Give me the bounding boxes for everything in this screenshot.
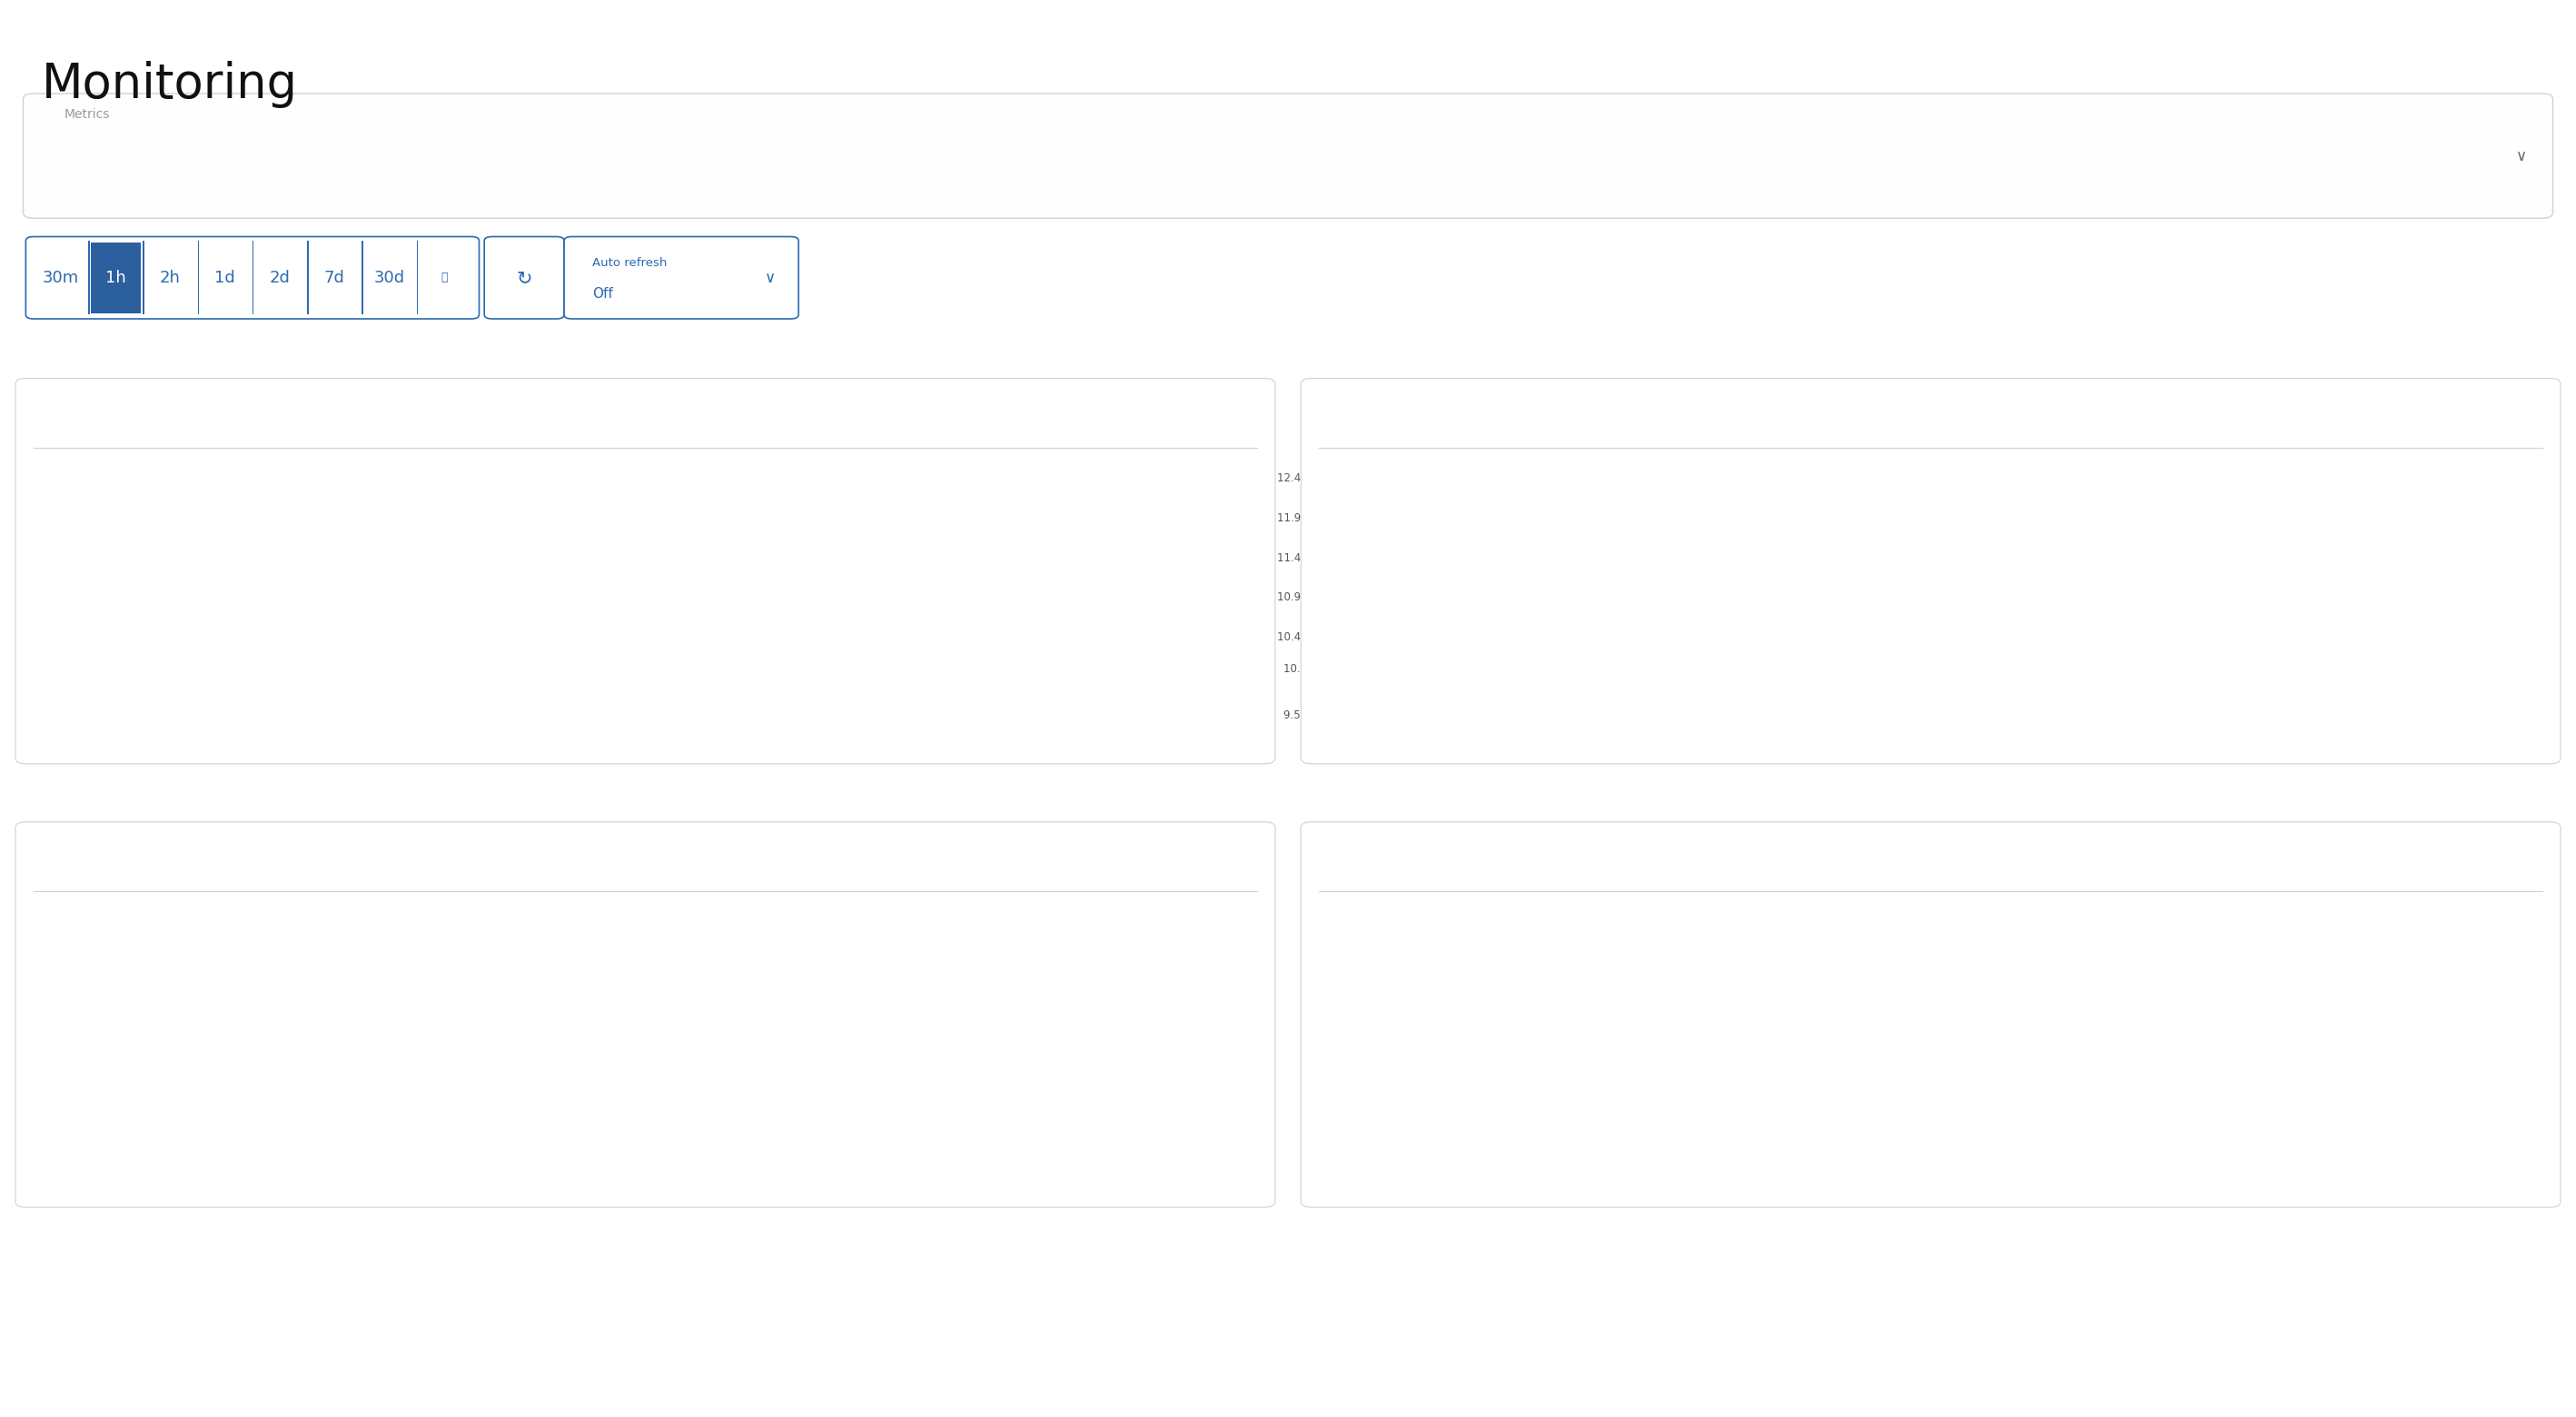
Text: Data: SET Ops per Second: Data: SET Ops per Second <box>1332 853 1571 870</box>
FancyBboxPatch shape <box>824 142 1298 196</box>
Text: Data: SET Ops per Second  ×: Data: SET Ops per Second × <box>1414 162 1610 176</box>
Text: 1h: 1h <box>106 269 126 286</box>
Text: Data: GET Ops per Second: Data: GET Ops per Second <box>46 853 286 870</box>
Text: ✕: ✕ <box>1231 853 1244 870</box>
Text: Data: Read Units  ×: Data: Read Units × <box>1834 162 1965 176</box>
FancyBboxPatch shape <box>1726 142 2074 196</box>
Text: ∨: ∨ <box>765 269 775 286</box>
Text: Monitoring: Monitoring <box>41 61 296 108</box>
Text: 7d: 7d <box>325 269 345 286</box>
Text: ↻: ↻ <box>515 269 533 286</box>
FancyBboxPatch shape <box>2050 142 2414 196</box>
Text: Data: Current Active Items: Data: Current Active Items <box>46 410 291 427</box>
Text: ✕: ✕ <box>1231 410 1244 427</box>
Text: ⏱: ⏱ <box>440 272 448 283</box>
Text: Data: Write Units  ×: Data: Write Units × <box>2164 162 2298 176</box>
Text: 2d: 2d <box>270 269 291 286</box>
Text: Data: Disk Used: Data: Disk Used <box>1332 410 1479 427</box>
FancyBboxPatch shape <box>515 142 848 196</box>
Text: 30m: 30m <box>44 269 80 286</box>
FancyBboxPatch shape <box>1275 142 1749 196</box>
Text: Off: Off <box>592 288 613 300</box>
FancyBboxPatch shape <box>33 142 541 196</box>
Text: ∨: ∨ <box>2517 147 2527 164</box>
Text: 1d: 1d <box>214 269 234 286</box>
Text: 2h: 2h <box>160 269 180 286</box>
Text: 30d: 30d <box>374 269 404 286</box>
Text: Metrics: Metrics <box>64 108 111 120</box>
Text: Data: GET Ops per Second  ×: Data: GET Ops per Second × <box>963 162 1159 176</box>
Text: ✕: ✕ <box>2517 410 2530 427</box>
Text: ✕: ✕ <box>2517 853 2530 870</box>
Text: Data: Current Active Items  ×: Data: Current Active Items × <box>188 162 386 176</box>
Text: Data: Disk Used  ×: Data: Disk Used × <box>618 162 744 176</box>
Text: Auto refresh: Auto refresh <box>592 256 667 269</box>
